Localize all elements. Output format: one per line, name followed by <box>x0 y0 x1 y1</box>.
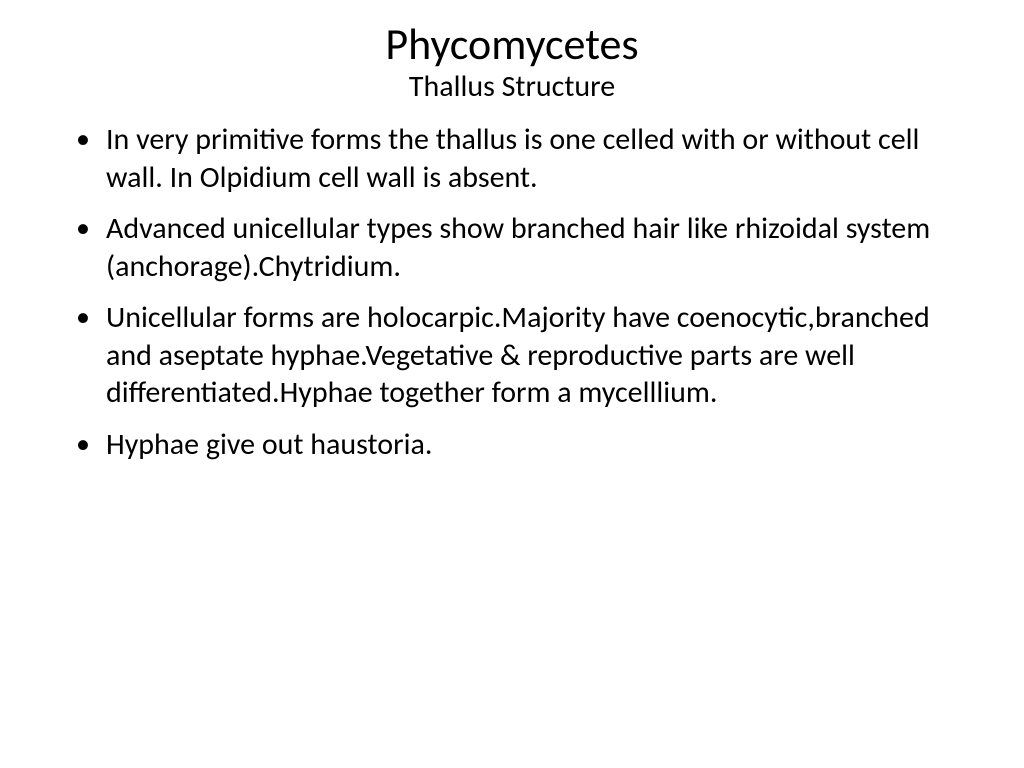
list-item: Advanced unicellular types show branched… <box>70 210 974 285</box>
title-block: Phycomycetes Thallus Structure <box>50 20 974 103</box>
slide-content: In very primitive forms the thallus is o… <box>50 121 974 463</box>
list-item: Unicellular forms are holocarpic.Majorit… <box>70 299 974 412</box>
slide-subtitle: Thallus Structure <box>50 70 974 103</box>
list-item: In very primitive forms the thallus is o… <box>70 121 974 196</box>
slide-title: Phycomycetes <box>50 20 974 68</box>
bullet-list: In very primitive forms the thallus is o… <box>70 121 974 463</box>
list-item: Hyphae give out haustoria. <box>70 426 974 464</box>
slide-container: Phycomycetes Thallus Structure In very p… <box>0 0 1024 768</box>
